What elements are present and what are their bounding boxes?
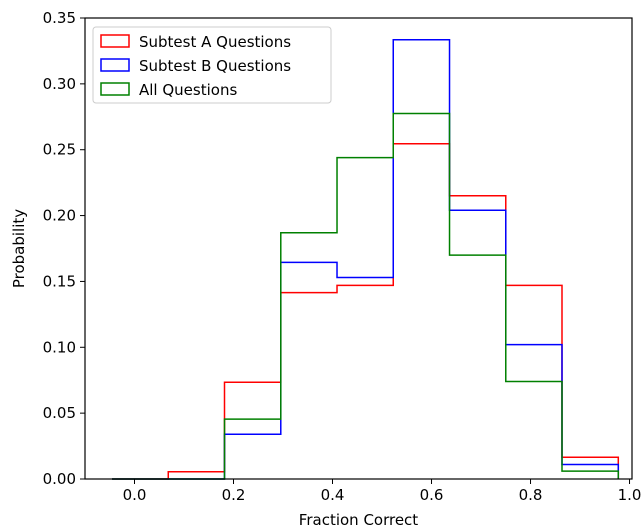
series-line-3 <box>111 112 620 480</box>
series-line-2 <box>111 38 620 480</box>
x-tick-label: 0.2 <box>222 486 246 504</box>
legend-label-1: Subtest A Questions <box>139 33 291 51</box>
y-tick-label: 0.20 <box>43 207 76 225</box>
x-tick-label: 0.6 <box>420 486 444 504</box>
x-tick-label: 0.0 <box>123 486 147 504</box>
y-tick-label: 0.00 <box>43 470 76 488</box>
legend-label-2: Subtest B Questions <box>139 57 291 75</box>
series-layer <box>111 38 620 480</box>
x-axis-label: Fraction Correct <box>299 511 419 529</box>
axes-layer <box>84 17 633 480</box>
x-tick-label: 1.0 <box>618 486 642 504</box>
series-line-1 <box>111 143 620 480</box>
y-tick-label: 0.30 <box>43 75 76 93</box>
legend-swatch-2 <box>100 58 130 72</box>
legend: Subtest A Questions Subtest B Questions Al… <box>92 26 332 104</box>
x-tick-label: 0.4 <box>321 486 345 504</box>
legend-box <box>92 26 332 104</box>
legend-label-3: All Questions <box>139 81 237 99</box>
y-tick-label: 0.35 <box>43 9 76 27</box>
y-tick-label: 0.25 <box>43 141 76 159</box>
y-tick-label: 0.15 <box>43 272 76 290</box>
y-tick-label: 0.10 <box>43 338 76 356</box>
x-tick-label: 0.8 <box>519 486 543 504</box>
y-axis-label: Probability <box>10 209 28 288</box>
legend-swatch-1 <box>100 34 130 48</box>
ticks-layer: 0.0 0.2 0.4 0.6 0.8 1.0 0.00 0.05 0.10 0.15 0.20 0.… <box>43 9 642 504</box>
y-tick-label: 0.05 <box>43 404 76 422</box>
plot-frame <box>84 17 633 480</box>
legend-swatch-3 <box>100 82 130 96</box>
